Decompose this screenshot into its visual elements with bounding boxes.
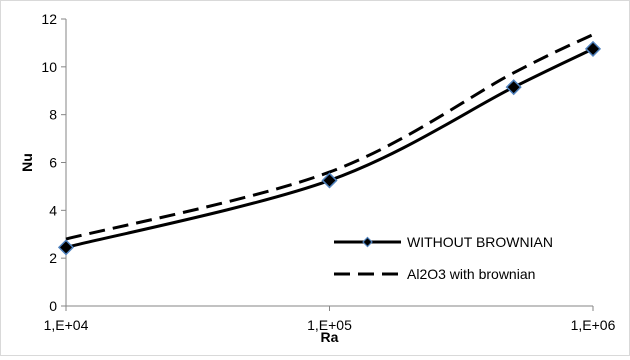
y-tick-label: 12 (41, 11, 57, 27)
data-point-marker (321, 172, 338, 189)
data-point-marker (57, 239, 75, 256)
y-tick-label: 8 (49, 107, 57, 123)
legend-label-al2o3-with-brownian: Al2O3 with brownian (407, 266, 535, 282)
x-axis-ticks: 1,E+04 1,E+05 1,E+06 (44, 306, 616, 333)
y-tick-label: 4 (49, 202, 57, 218)
x-tick-label: 1,E+06 (571, 317, 616, 333)
series-line-al2o3-with-brownian (65, 33, 594, 241)
data-point-marker (584, 40, 602, 57)
y-tick-label: 2 (49, 250, 57, 266)
y-tick-label: 0 (49, 298, 57, 314)
y-tick-label: 10 (41, 59, 57, 75)
series-layer (57, 33, 602, 256)
data-point-marker (505, 79, 522, 96)
y-tick-label: 6 (49, 155, 57, 171)
legend-marker-without-brownian (362, 236, 373, 248)
x-tick-label: 1,E+05 (307, 317, 352, 333)
x-tick-label: 1,E+04 (44, 317, 89, 333)
legend-label-without-brownian: WITHOUT BROWNIAN (407, 234, 553, 250)
series-line-without-brownian (65, 47, 594, 249)
y-axis-title: Nu (19, 153, 35, 172)
legend: WITHOUT BROWNIAN Al2O3 with brownian (334, 234, 553, 282)
x-axis-title: Ra (321, 329, 339, 345)
y-axis-ticks: 0 2 4 6 8 10 12 (41, 11, 66, 314)
